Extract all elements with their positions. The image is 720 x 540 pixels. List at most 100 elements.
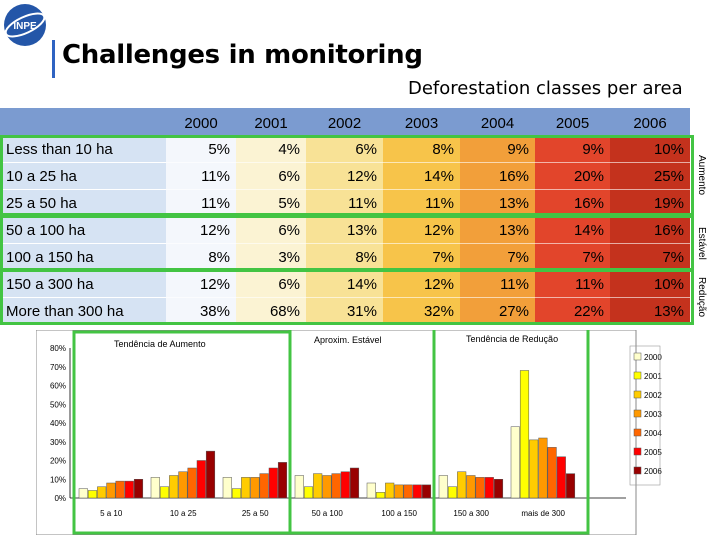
table-cell: 16% [460,162,535,189]
table-trend-group-box [0,269,694,325]
bar [178,471,188,499]
table-cell: 6% [236,270,306,297]
y-tick-label: 10% [50,475,66,484]
legend-swatch [633,428,642,437]
legend-label: 2001 [644,372,662,381]
bar [268,467,278,499]
table-cell: 12% [383,270,460,297]
x-tick-label: 50 a 100 [312,509,344,518]
bar [403,484,413,499]
table-cell: 14% [535,216,610,243]
table-cell: 32% [383,297,460,324]
x-tick-label: 5 a 10 [100,509,123,518]
table-cell: 11% [166,189,236,216]
table-cell: 11% [535,270,610,297]
bar [529,439,539,499]
page-subtitle: Deforestation classes per area [408,78,683,99]
table-cell: 16% [535,189,610,216]
bar [196,460,206,499]
table-cell: 11% [460,270,535,297]
table-cell: 27% [460,297,535,324]
table-trend-group-box [0,135,694,216]
table-cell: 7% [610,243,690,270]
table-row-label: 100 a 150 ha [0,243,166,270]
table-cell: 31% [306,297,383,324]
bar [222,477,232,499]
table-cell: 3% [236,243,306,270]
bar [78,488,88,499]
table-row-label: 25 a 50 ha [0,189,166,216]
table-cell: 20% [535,162,610,189]
legend-label: 2002 [644,391,662,400]
y-tick-label: 80% [50,344,66,353]
page-title: Challenges in monitoring [62,40,423,70]
bar [447,486,458,499]
legend-swatch [633,447,642,456]
bar [231,488,242,499]
bar [241,477,251,499]
legend-swatch [633,390,642,399]
table-year-header: 2006 [610,108,690,135]
bar [340,471,350,499]
deforestation-bar-chart: 0% 10% 20% 30% 40% 50% 60% 70% 80% 5 a 10 10 a 25 2… [36,330,662,535]
table-cell: 9% [460,135,535,162]
bar [259,473,269,499]
table-row-label: More than 300 ha [0,297,166,324]
legend-label: 2004 [644,429,662,438]
table-cell: 38% [166,297,236,324]
y-tick-label: 50% [50,400,66,409]
bar [421,484,432,499]
bar [556,456,566,499]
table-cell: 7% [535,243,610,270]
table-cell: 13% [460,216,535,243]
bar [294,475,304,499]
table-cell: 8% [383,135,460,162]
table-cell: 11% [383,189,460,216]
bar [493,479,504,499]
bar [150,477,160,499]
y-tick-label: 30% [50,438,66,447]
table-year-header: 2005 [535,108,610,135]
table-cell: 6% [236,162,306,189]
table-cell: 8% [306,243,383,270]
bar [205,450,216,499]
legend-label: 2005 [644,448,662,457]
legend-swatch [633,466,642,475]
bar [124,480,134,499]
chart-trend-group-box [432,330,590,535]
y-tick-label: 0% [54,494,66,503]
table-cell: 5% [236,189,306,216]
bar [349,467,360,499]
table-cell: 13% [460,189,535,216]
y-tick-label: 40% [50,419,66,428]
svg-text:INPE: INPE [13,21,37,32]
bar [277,462,288,499]
table-cell: 7% [383,243,460,270]
x-tick-label: 10 a 25 [170,509,197,518]
bar [412,484,422,499]
bar [169,475,179,499]
bar [97,486,107,499]
bar [510,426,520,499]
table-cell: 6% [236,216,306,243]
table-cell: 7% [460,243,535,270]
bar [385,482,395,499]
y-tick-label: 20% [50,457,66,466]
table-cell: 11% [166,162,236,189]
bar [565,473,576,499]
trend-side-label: Aumento [696,155,707,196]
x-tick-label: 100 a 150 [381,509,417,518]
bar [250,477,260,499]
trend-annotation: Tendência de Aumento [114,339,206,349]
inpe-logo: INPE [4,4,46,46]
bar [106,482,116,499]
bar [375,492,386,499]
table-year-header: 2000 [166,108,236,135]
trend-annotation: Aproxim. Estável [314,335,382,345]
y-tick-label: 60% [50,382,66,391]
table-cell: 11% [306,189,383,216]
table-year-header: 2004 [460,108,535,135]
x-tick-label: 150 a 300 [453,509,489,518]
table-cell: 12% [166,216,236,243]
bar [313,473,323,499]
